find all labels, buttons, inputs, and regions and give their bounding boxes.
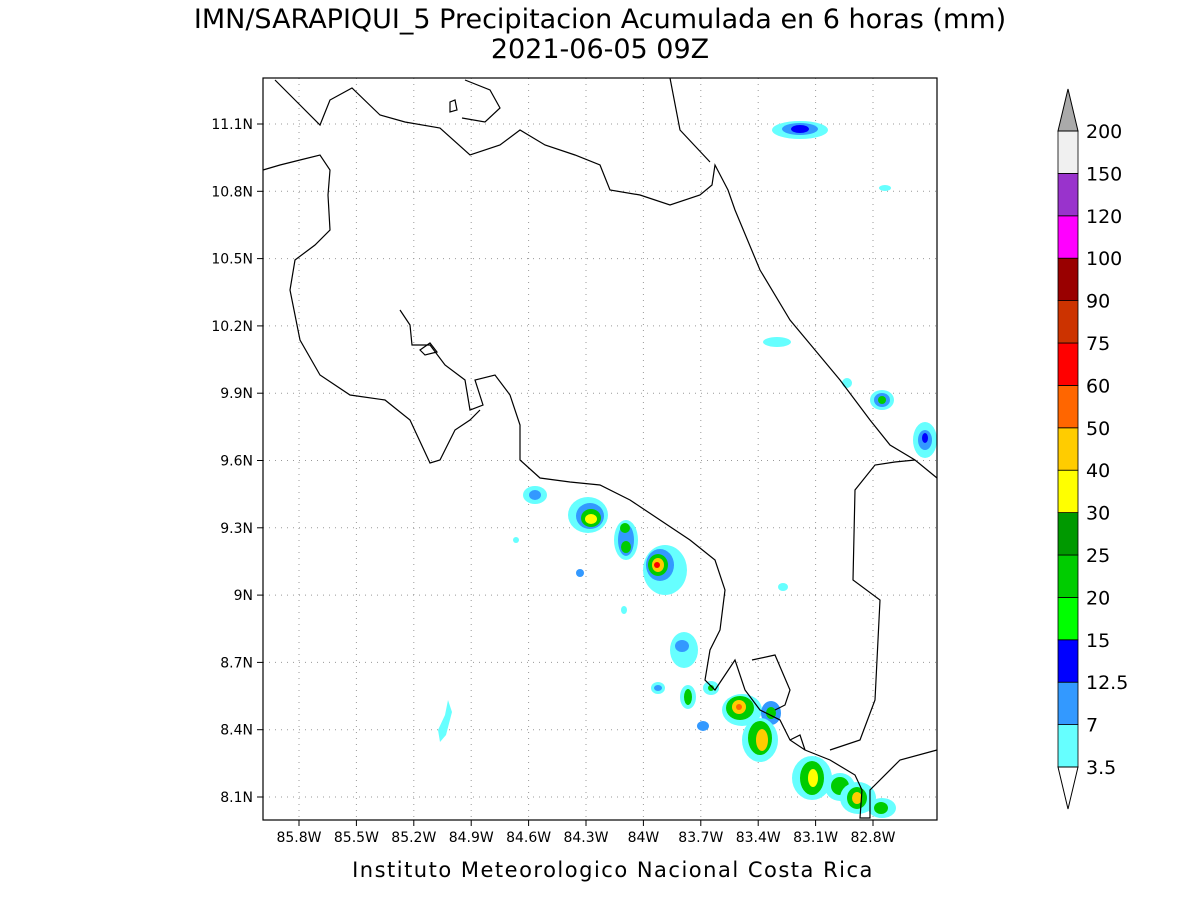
colorbar-swatch — [1057, 384, 1079, 429]
lat-tick-label: 9N — [234, 588, 253, 604]
lon-tick-label: 85.2W — [391, 830, 436, 846]
subtitle: 2021-06-05 09Z — [491, 34, 709, 65]
colorbar: 3.5 7 12.5 15 20 25 30 40 50 60 75 90 100 120 150 200 — [1057, 88, 1128, 810]
colorbar-swatch — [1057, 597, 1079, 641]
lon-tick-label: 84.6W — [506, 830, 551, 846]
lon-tick-label: 85.8W — [276, 830, 321, 846]
title: IMN/SARAPIQUI_5 Precipitacion Acumulada … — [194, 4, 1006, 35]
colorbar-label: 15 — [1086, 630, 1110, 652]
colorbar-over — [1057, 88, 1079, 132]
colorbar-swatch — [1057, 512, 1079, 556]
credit: Instituto Meteorologico Nacional Costa R… — [352, 858, 874, 882]
colorbar-label: 12.5 — [1086, 672, 1128, 694]
lon-tick-label: 84W — [628, 830, 660, 846]
lat-tick-label: 10.8N — [211, 184, 253, 200]
lat-tick-label: 9.3N — [220, 521, 253, 537]
lat-tick-label: 8.1N — [220, 790, 253, 806]
colorbar-label: 60 — [1086, 375, 1110, 397]
colorbar-label: 150 — [1086, 163, 1122, 185]
colorbar-swatch — [1057, 681, 1079, 726]
axes: 11.1N 10.8N 10.5N 10.2N 9.9N 9.6N 9.3N 9N 8.7N 8.… — [211, 117, 895, 846]
colorbar-label: 90 — [1086, 291, 1110, 313]
colorbar-label: 40 — [1086, 460, 1110, 482]
coastlines — [262, 77, 938, 819]
lat-tick-label: 9.9N — [220, 386, 253, 402]
lon-tick-label: 83.1W — [793, 830, 838, 846]
colorbar-label: 50 — [1086, 418, 1110, 440]
lon-tick-label: 84.9W — [449, 830, 494, 846]
colorbar-label: 3.5 — [1086, 757, 1116, 779]
colorbar-label: 120 — [1086, 206, 1122, 228]
colorbar-swatch — [1057, 130, 1079, 174]
lat-tick-label: 9.6N — [220, 454, 253, 470]
lat-tick-label: 11.1N — [211, 117, 253, 133]
map-frame — [262, 77, 938, 821]
colorbar-swatch — [1057, 469, 1079, 514]
precipitation-field — [438, 121, 937, 818]
lon-tick-label: 84.3W — [563, 830, 608, 846]
colorbar-swatch — [1057, 639, 1079, 683]
lat-tick-label: 8.7N — [220, 655, 253, 671]
colorbar-label: 75 — [1086, 333, 1110, 355]
colorbar-under — [1057, 766, 1079, 810]
lat-tick-label: 10.5N — [211, 252, 253, 268]
colorbar-label: 200 — [1086, 121, 1122, 143]
colorbar-swatch — [1057, 300, 1079, 344]
colorbar-swatch — [1057, 554, 1079, 598]
lat-tick-label: 10.2N — [211, 319, 253, 335]
colorbar-label: 30 — [1086, 503, 1110, 525]
colorbar-swatch — [1057, 342, 1079, 386]
colorbar-label: 25 — [1086, 545, 1110, 567]
lon-tick-label: 85.5W — [334, 830, 379, 846]
colorbar-swatch — [1057, 257, 1079, 302]
colorbar-label: 20 — [1086, 587, 1110, 609]
colorbar-swatch — [1057, 724, 1079, 768]
lon-tick-label: 83.7W — [678, 830, 723, 846]
grid — [263, 78, 937, 820]
lon-tick-label: 82.8W — [850, 830, 895, 846]
colorbar-swatch — [1057, 172, 1079, 217]
colorbar-swatch — [1057, 427, 1079, 471]
lon-tick-label: 83.4W — [736, 830, 781, 846]
colorbar-swatch — [1057, 215, 1079, 259]
colorbar-label: 7 — [1086, 715, 1098, 737]
lat-tick-label: 8.4N — [220, 723, 253, 739]
colorbar-label: 100 — [1086, 248, 1122, 270]
